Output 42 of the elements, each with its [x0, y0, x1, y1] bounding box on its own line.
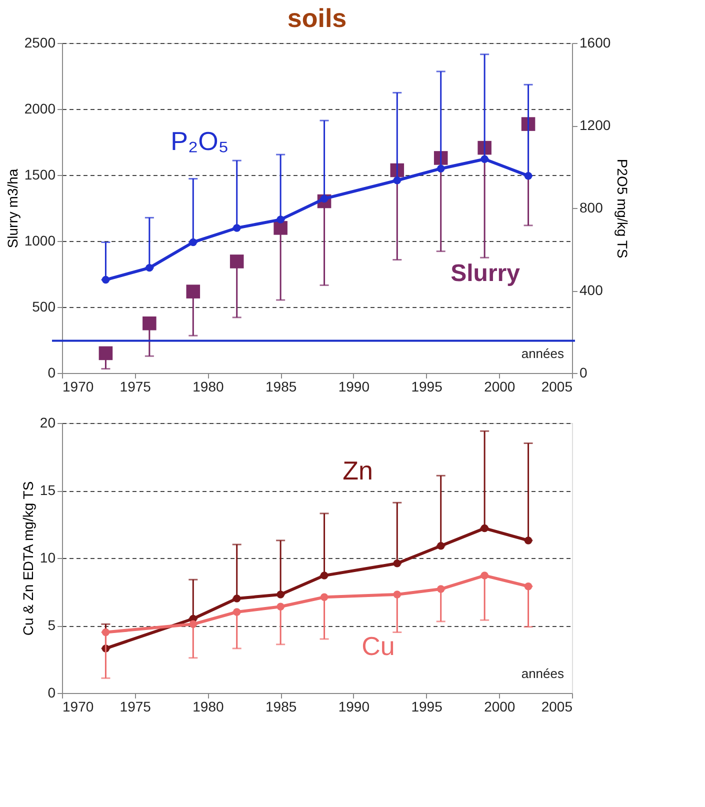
y2-axis-title: P2O5 mg/kg TS [614, 158, 631, 258]
y2-tick-label: 1200 [580, 117, 611, 133]
y-axis-title: Slurry m3/ha [4, 168, 20, 248]
x-axis-title: années [521, 346, 564, 361]
y-tick-label: 1500 [24, 166, 56, 182]
x-tick-label: 1980 [192, 378, 224, 394]
x-tick-label: 1970 [62, 378, 94, 394]
x-tick-label: 1975 [120, 698, 152, 714]
x-tick-label: 1975 [120, 378, 152, 394]
x-tick-label: 1990 [338, 698, 370, 714]
y-tick-label: 2000 [24, 100, 56, 116]
y-tick-label: 10 [40, 550, 56, 566]
x-tick-label: 1980 [192, 698, 224, 714]
y2-tick-label: 0 [580, 364, 588, 380]
x-axis-title: années [521, 666, 564, 681]
y-axis-title: Cu & Zn EDTA mg/kg TS [20, 481, 36, 636]
x-tick-label: 1985 [265, 378, 297, 394]
text: Slurry [450, 260, 521, 287]
x-tick-label: 2005 [541, 698, 573, 714]
y-tick-label: 0 [48, 364, 56, 380]
y-tick-label: 15 [40, 482, 56, 498]
y-tick-label: 500 [32, 298, 56, 314]
x-tick-label: 2005 [541, 378, 573, 394]
y-tick-label: 1000 [24, 232, 56, 248]
x-tick-label: 2000 [484, 698, 516, 714]
y-tick-label: 0 [48, 684, 56, 700]
text: Zn [342, 456, 373, 486]
y-tick-label: 2500 [24, 34, 56, 50]
y-tick-label: 20 [40, 414, 56, 430]
y-tick-label: 5 [48, 617, 56, 633]
text: P₂O₅ [170, 126, 229, 156]
x-tick-label: 1990 [338, 378, 370, 394]
y2-tick-label: 400 [580, 282, 604, 298]
x-tick-label: 2000 [484, 378, 516, 394]
y2-tick-label: 800 [580, 200, 604, 216]
x-tick-label: 1995 [411, 378, 443, 394]
x-tick-label: 1995 [411, 698, 443, 714]
x-tick-label: 1970 [62, 698, 94, 714]
series-label: Cu [362, 631, 395, 662]
x-tick-label: 1985 [265, 698, 297, 714]
y2-tick-label: 1600 [580, 34, 611, 50]
chart-title: soils [287, 3, 347, 33]
